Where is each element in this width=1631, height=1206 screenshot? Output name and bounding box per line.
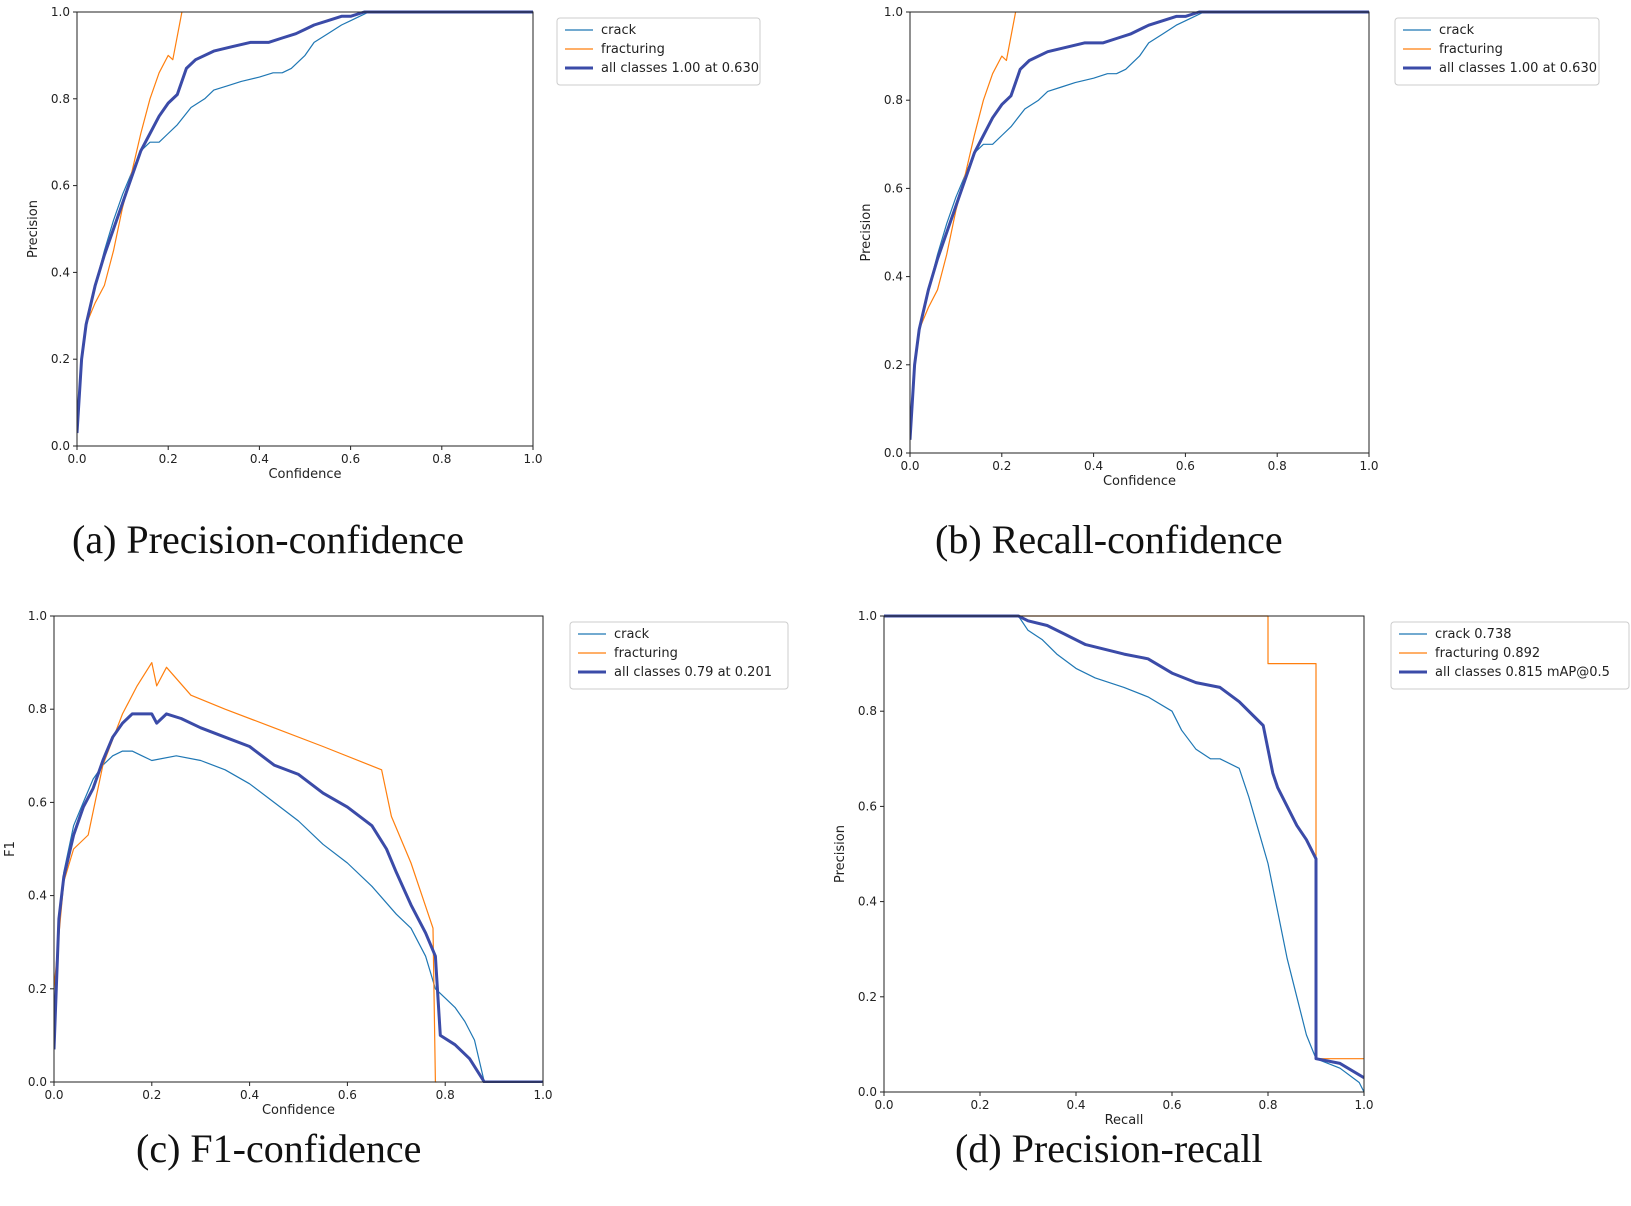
y-tick-label: 0.4 [51,265,70,279]
plot-frame [909,11,1370,454]
x-axis-label: Confidence [1103,474,1176,489]
x-tick-label: 0.0 [44,1088,63,1102]
y-axis-label: Precision [833,825,848,883]
x-tick-label: 0.8 [432,452,451,466]
chart-d: 0.0 0.2 0.4 0.6 0.8 1.0 0.0 0.2 0.4 0.6 0.8 1.0 Reca… [833,609,1630,1128]
y-tick-label: 0.4 [28,889,47,903]
y-tick-label: 0.8 [28,702,47,716]
series-line-fracturing [910,11,1017,440]
x-tick-label: 0.2 [159,452,178,466]
legend-box [1390,621,1630,690]
x-tick-label: 1.0 [1354,1098,1373,1112]
series-line-crack [54,750,543,1083]
legend-entry-crack: crack [614,627,650,642]
y-tick-label: 0.4 [858,895,877,909]
series-line-all [54,712,543,1083]
x-axis-label: Confidence [268,467,341,482]
y-axis-label: Precision [26,200,41,258]
y-tick-label: 0.8 [884,93,903,107]
x-tick-label: 0.4 [250,452,269,466]
x-tick-label: 0.6 [1176,459,1195,473]
y-axis-label: F1 [3,841,18,857]
y-tick-label: 0.6 [51,179,70,193]
plot-frame [53,615,544,1083]
legend-entry-all: all classes 0.79 at 0.201 [614,665,772,680]
y-tick-label: 0.0 [884,446,903,460]
series-line-crack [910,11,1369,440]
x-tick-label: 0.2 [142,1088,161,1102]
y-tick-label: 0.2 [51,352,70,366]
x-axis-label: Recall [1105,1113,1144,1128]
plot-frame [76,11,534,447]
series-line-crack [77,11,533,434]
legend-entry-crack: crack 0.738 [1435,627,1511,642]
y-axis-label: Precision [859,203,874,261]
x-tick-label: 0.4 [240,1088,259,1102]
y-tick-label: 0.6 [858,799,877,813]
y-tick-label: 0.2 [884,358,903,372]
legend-entry-crack: crack [601,23,637,38]
y-tick-label: 0.2 [858,990,877,1004]
y-tick-label: 1.0 [858,609,877,623]
y-tick-label: 1.0 [28,609,47,623]
y-tick-label: 0.6 [884,181,903,195]
y-tick-label: 0.0 [858,1085,877,1099]
y-tick-label: 0.8 [51,92,70,106]
legend-box [569,621,789,690]
chart-a: 0.0 0.2 0.4 0.6 0.8 1.0 0.0 0.2 0.4 0.6 0.8 1.0 Conf… [26,5,761,482]
y-tick-label: 0.0 [28,1075,47,1089]
x-axis-label: Confidence [262,1103,335,1118]
x-tick-label: 0.8 [1258,1098,1277,1112]
caption-c: (c) F1-confidence [136,1126,422,1171]
series-line-fracturing [884,615,1364,1060]
x-tick-label: 1.0 [1359,459,1378,473]
caption-a: (a) Precision-confidence [72,517,465,562]
x-tick-label: 0.0 [874,1098,893,1112]
chart-c: 0.0 0.2 0.4 0.6 0.8 1.0 0.0 0.2 0.4 0.6 0.8 1.0 Conf… [3,609,789,1118]
legend-entry-fracturing: fracturing 0.892 [1435,646,1540,661]
series-line-all [77,10,533,434]
legend-box [556,17,761,86]
y-tick-label: 0.2 [28,982,47,996]
y-tick-label: 0.4 [884,270,903,284]
x-tick-label: 0.2 [970,1098,989,1112]
legend-entry-all: all classes 0.815 mAP@0.5 [1435,665,1610,680]
x-tick-label: 0.6 [341,452,360,466]
legend-box [1394,17,1600,86]
chart-b: 0.0 0.2 0.4 0.6 0.8 1.0 0.0 0.2 0.4 0.6 0.8 1.0 Conf… [859,5,1600,489]
x-tick-label: 1.0 [523,452,542,466]
series-line-fracturing [77,11,183,434]
legend-entry-all: all classes 1.00 at 0.630 [601,61,759,76]
x-tick-label: 0.2 [992,459,1011,473]
x-tick-label: 0.6 [338,1088,357,1102]
x-tick-label: 0.0 [67,452,86,466]
x-tick-label: 0.8 [1268,459,1287,473]
y-tick-label: 0.0 [51,439,70,453]
plot-frame [883,615,1365,1093]
series-line-fracturing [54,661,437,1083]
y-tick-label: 1.0 [884,5,903,19]
x-tick-label: 0.6 [1162,1098,1181,1112]
x-tick-label: 1.0 [533,1088,552,1102]
series-line-all [910,10,1369,440]
x-tick-label: 0.4 [1066,1098,1085,1112]
legend-entry-crack: crack [1439,23,1475,38]
x-tick-label: 0.4 [1084,459,1103,473]
caption-d: (d) Precision-recall [955,1126,1263,1171]
legend-entry-fracturing: fracturing [601,42,665,57]
y-tick-label: 0.6 [28,795,47,809]
x-tick-label: 0.8 [436,1088,455,1102]
caption-b: (b) Recall-confidence [935,517,1283,562]
x-tick-label: 0.0 [900,459,919,473]
series-line-all [884,614,1364,1079]
y-tick-label: 1.0 [51,5,70,19]
y-tick-label: 0.8 [858,704,877,718]
series-line-crack [884,615,1364,1093]
legend-entry-fracturing: fracturing [1439,42,1503,57]
legend-entry-all: all classes 1.00 at 0.630 [1439,61,1597,76]
legend-entry-fracturing: fracturing [614,646,678,661]
